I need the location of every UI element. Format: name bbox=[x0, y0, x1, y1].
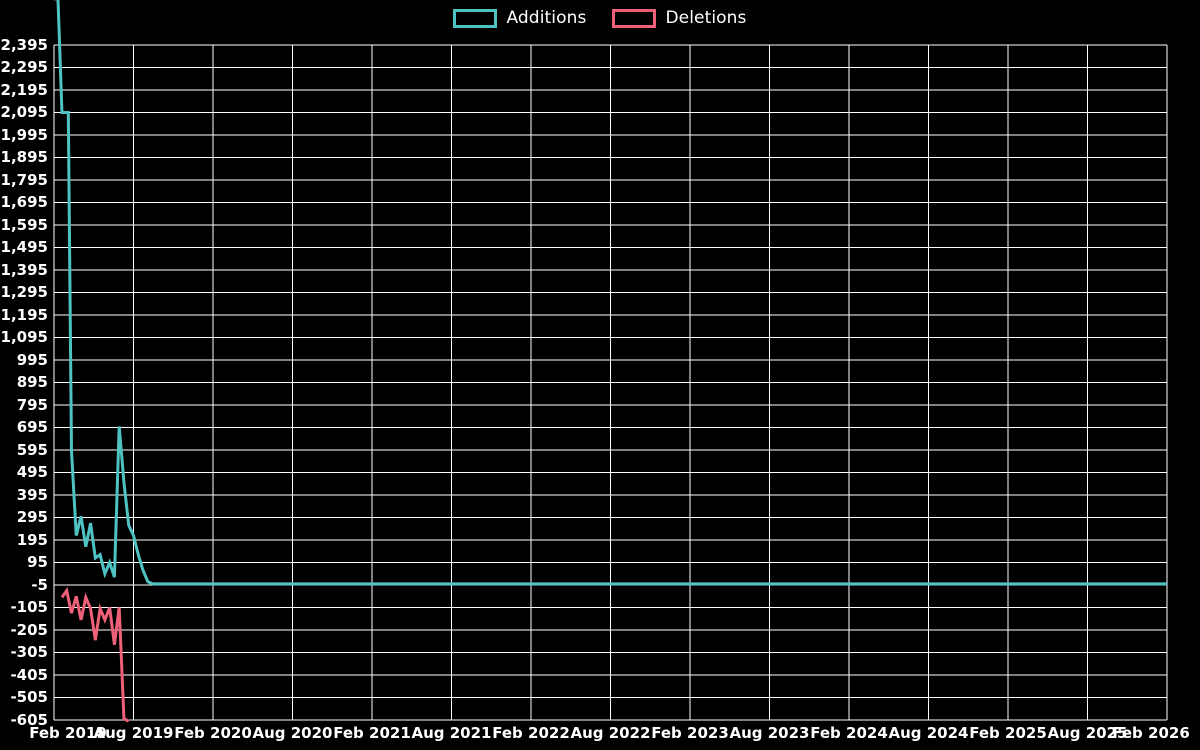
y-axis-tick-label: 95 bbox=[27, 553, 48, 571]
y-axis-tick-label: 495 bbox=[16, 463, 48, 481]
x-axis-tick-label: Aug 2020 bbox=[252, 724, 333, 742]
x-axis-tick-label: Feb 2026 bbox=[1112, 724, 1190, 742]
y-axis-tick-label: 1,595 bbox=[0, 215, 48, 234]
y-axis-tick-label: 195 bbox=[16, 530, 48, 549]
y-axis-tick-label: 2,095 bbox=[0, 103, 48, 121]
y-axis-tick-label: 595 bbox=[16, 440, 48, 459]
x-axis-tick-label: Aug 2025 bbox=[1047, 724, 1128, 742]
plot-area bbox=[53, 0, 1168, 723]
y-axis-tick-label: -105 bbox=[10, 598, 48, 616]
legend-swatch-additions-icon bbox=[453, 8, 498, 28]
x-axis-tick-label: Feb 2019 bbox=[29, 724, 107, 742]
x-axis-tick-label: Feb 2022 bbox=[492, 724, 570, 742]
y-axis-tick-label: 995 bbox=[16, 350, 48, 369]
y-axis: 2,395 2,295 2,195 2,095 1,995 1,895 1,795 1,695… bbox=[0, 0, 48, 750]
legend-label-additions: Additions bbox=[506, 8, 587, 28]
y-axis-tick-label: 395 bbox=[16, 485, 48, 504]
legend-item-additions[interactable]: Additions bbox=[453, 8, 586, 28]
x-axis-tick-label: Aug 2019 bbox=[93, 724, 174, 742]
x-axis-tick-label: Feb 2024 bbox=[810, 724, 888, 742]
y-axis-tick-label: 2,195 bbox=[0, 80, 48, 99]
x-axis-tick-label: Aug 2022 bbox=[570, 724, 651, 742]
y-axis-tick-label: 1,995 bbox=[0, 125, 48, 144]
y-axis-tick-label: -405 bbox=[10, 665, 48, 684]
y-axis-tick-label: -5 bbox=[31, 575, 48, 594]
x-axis-tick-label: Aug 2024 bbox=[888, 724, 969, 742]
x-axis-tick-label: Feb 2020 bbox=[174, 724, 252, 742]
chart-gridlines bbox=[53, 44, 1168, 721]
y-axis-tick-label: 695 bbox=[16, 418, 48, 436]
y-axis-tick-label: 1,195 bbox=[0, 305, 48, 324]
y-axis-tick-label: -505 bbox=[10, 688, 48, 706]
legend-item-deletions[interactable]: Deletions bbox=[612, 8, 746, 28]
y-axis-tick-label: 795 bbox=[16, 395, 48, 414]
y-axis-tick-label: -305 bbox=[10, 643, 48, 661]
legend-swatch-deletions-icon bbox=[612, 8, 657, 28]
x-axis-tick-label: Feb 2023 bbox=[651, 724, 729, 742]
y-axis-tick-label: -605 bbox=[10, 710, 48, 729]
x-axis-tick-label: Feb 2025 bbox=[969, 724, 1047, 742]
legend-label-deletions: Deletions bbox=[665, 8, 747, 28]
y-axis-tick-label: 295 bbox=[16, 508, 48, 526]
y-axis-tick-label: 1,795 bbox=[0, 170, 48, 189]
y-axis-tick-label: 1,495 bbox=[0, 238, 48, 256]
y-axis-tick-label: 2,395 bbox=[0, 35, 48, 54]
y-axis-tick-label: 1,895 bbox=[0, 148, 48, 166]
chart-series-layer bbox=[54, 0, 1167, 723]
series-line-deletions bbox=[60, 586, 130, 723]
y-axis-tick-label: -205 bbox=[10, 620, 48, 639]
y-axis-tick-label: 1,295 bbox=[0, 283, 48, 301]
y-axis-tick-label: 1,395 bbox=[0, 260, 48, 279]
series-line-additions bbox=[54, 0, 1167, 586]
y-axis-tick-label: 1,695 bbox=[0, 193, 48, 211]
x-axis-tick-label: Aug 2023 bbox=[729, 724, 810, 742]
y-axis-tick-label: 1,095 bbox=[0, 328, 48, 346]
y-axis-tick-label: 2,295 bbox=[0, 58, 48, 76]
chart-legend: Additions Deletions bbox=[0, 0, 1200, 36]
y-axis-tick-label: 895 bbox=[16, 373, 48, 391]
x-axis-tick-label: Aug 2021 bbox=[411, 724, 492, 742]
x-axis-tick-label: Feb 2021 bbox=[333, 724, 411, 742]
